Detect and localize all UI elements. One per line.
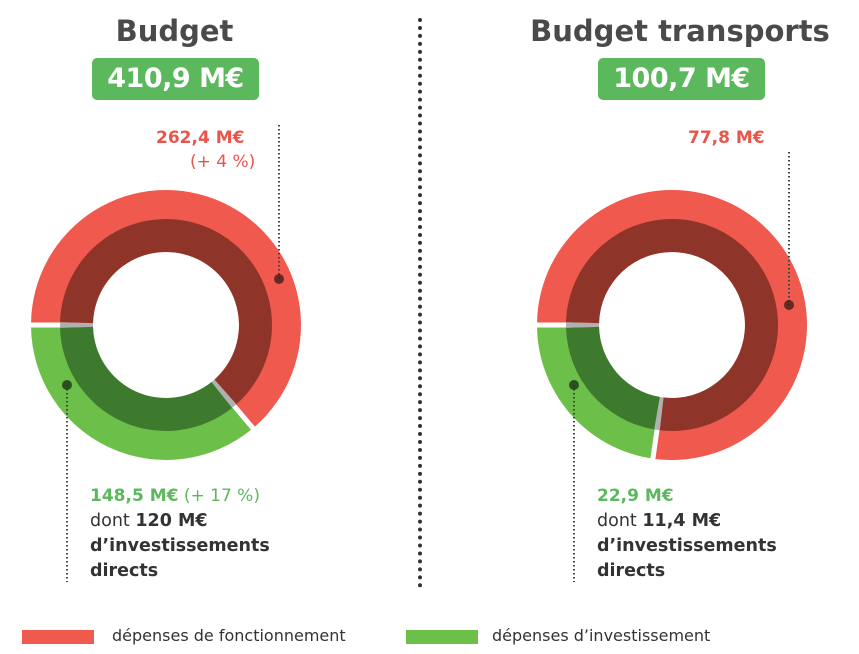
budget-inner-red-slice	[60, 219, 273, 405]
transports-red-leader-dot	[784, 300, 794, 310]
budget-investissement-value: 148,5 M€	[90, 486, 179, 506]
transports-total-badge: 100,7 M€	[598, 58, 765, 100]
transports-investissement-line: 22,9 M€	[597, 486, 674, 506]
transports-inner-green-slice	[566, 326, 660, 430]
legend-swatch-investissement	[406, 630, 478, 644]
transports-investissement-value: 22,9 M€	[597, 486, 674, 506]
transports-boundary-connector	[654, 396, 664, 431]
transports-start-connector	[566, 322, 600, 328]
budget-investissement-detail: dont 120 M€ d’investissements directs	[90, 509, 270, 584]
budget-red-leader-dot	[274, 274, 284, 284]
transports-inner-red-slice	[566, 219, 778, 431]
budget-investissement-line: 148,5 M€ (+ 17 %)	[90, 486, 260, 506]
budget-slice-gap	[232, 404, 257, 432]
transports-detail-line3: directs	[597, 561, 666, 581]
budget-investissement-change: (+ 17 %)	[183, 486, 260, 506]
transports-slice-gap	[650, 429, 660, 461]
transports-detail-prefix: dont	[597, 511, 637, 531]
budget-total-badge: 410,9 M€	[92, 58, 259, 100]
legend-swatch-fonctionnement	[22, 630, 94, 644]
transports-fonctionnement-value: 77,8 M€	[688, 128, 765, 148]
transports-detail-line2: d’investissements	[597, 536, 777, 556]
budget-title: Budget	[115, 14, 234, 48]
center-divider	[418, 18, 422, 588]
budget-fonctionnement-value: 262,4 M€	[156, 128, 245, 148]
legend-label-investissement: dépenses d’investissement	[492, 626, 711, 645]
budget-detail-value: 120 M€	[135, 511, 208, 531]
budget-transports-title: Budget transports	[530, 14, 830, 48]
transports-green-leader-dot	[569, 380, 579, 390]
budget-detail-line2: d’investissements	[90, 536, 270, 556]
budget-detail-prefix: dont	[90, 511, 130, 531]
transports-investissement-detail: dont 11,4 M€ d’investissements directs	[597, 509, 777, 584]
budget-boundary-connector	[211, 379, 237, 408]
budget-start-connector	[59, 322, 94, 328]
budget-detail-line3: directs	[90, 561, 159, 581]
legend-label-fonctionnement: dépenses de fonctionnement	[112, 626, 346, 645]
budget-fonctionnement-change: (+ 4 %)	[190, 152, 256, 172]
budget-green-leader-dot	[62, 380, 72, 390]
transports-detail-value: 11,4 M€	[642, 511, 722, 531]
budget-inner-green-slice	[60, 326, 233, 431]
